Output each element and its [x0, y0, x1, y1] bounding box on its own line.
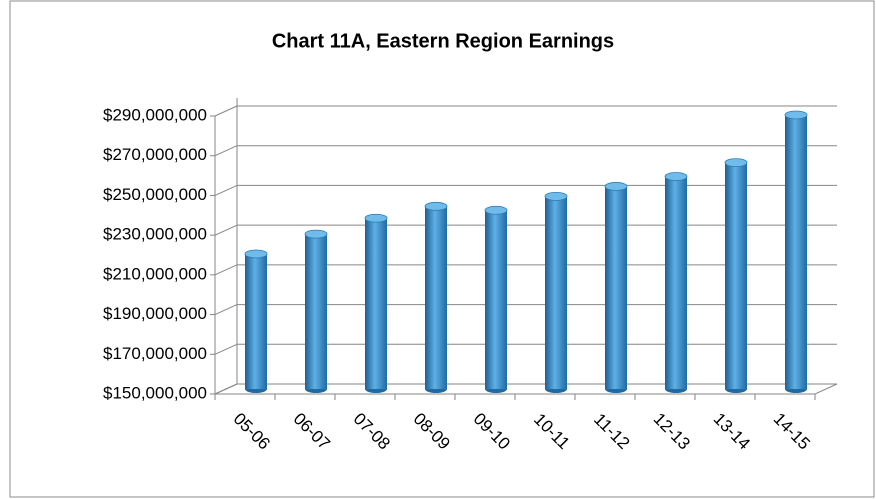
- bar-top: [664, 172, 688, 181]
- bar: [545, 196, 567, 389]
- bar: [485, 210, 507, 389]
- bar: [425, 206, 447, 389]
- bar: [365, 218, 387, 389]
- bar-top: [304, 229, 328, 239]
- grid-line: [214, 145, 238, 157]
- y-tick-label: $250,000,000: [103, 185, 207, 204]
- bar: [245, 253, 267, 389]
- grid-line: [214, 264, 238, 276]
- y-tick-label: $210,000,000: [103, 264, 207, 283]
- y-tick-label: $170,000,000: [103, 344, 207, 363]
- y-tick-label: $190,000,000: [103, 304, 207, 323]
- bar: [605, 186, 627, 389]
- grid-line: [214, 105, 238, 117]
- grid-line: [214, 224, 238, 236]
- y-tick-label: $290,000,000: [103, 105, 207, 124]
- bar-top: [424, 201, 448, 211]
- bar-top: [784, 110, 808, 120]
- grid-line: [214, 383, 238, 395]
- y-tick-label: $230,000,000: [103, 225, 207, 244]
- y-tick-label: $150,000,000: [103, 383, 207, 402]
- grid-line: [214, 304, 238, 316]
- bar-top: [544, 191, 568, 201]
- bar-top: [484, 205, 508, 215]
- chart-title: Chart 11A, Eastern Region Earnings: [272, 30, 614, 52]
- bar-top: [244, 249, 268, 259]
- bar-top: [364, 213, 388, 223]
- bar: [725, 162, 747, 389]
- bar-top: [724, 158, 748, 168]
- grid-line: [214, 184, 238, 196]
- grid-line: [214, 343, 238, 355]
- bar: [785, 114, 807, 389]
- bar-top: [604, 182, 628, 191]
- bar: [665, 176, 687, 389]
- bar: [305, 234, 327, 389]
- y-tick-label: $270,000,000: [103, 145, 207, 164]
